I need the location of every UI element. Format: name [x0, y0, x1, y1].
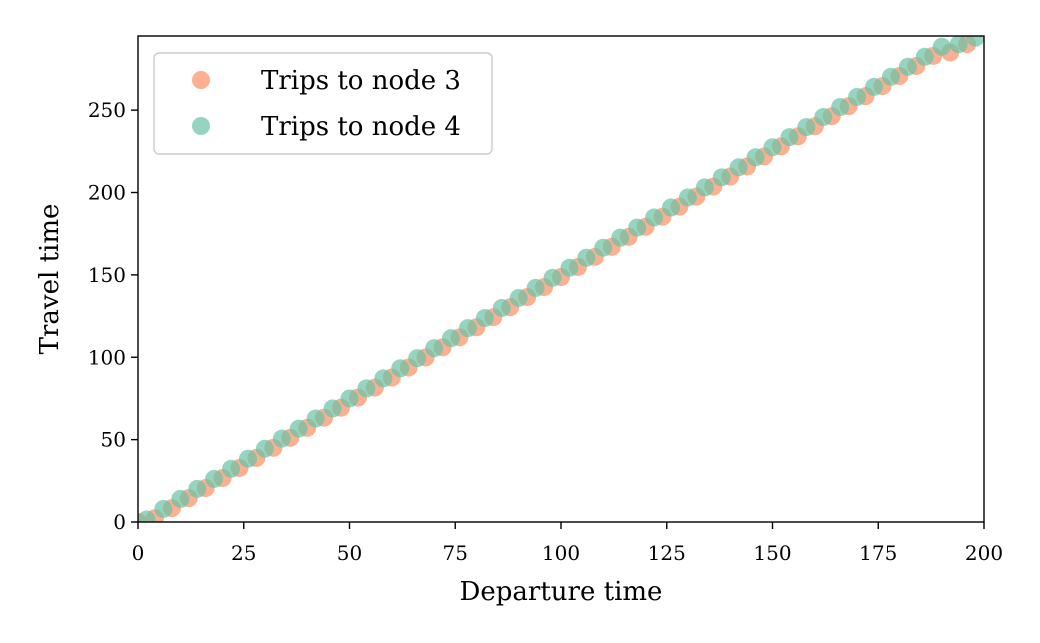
series-2-point	[611, 228, 630, 247]
x-tick-label: 175	[859, 541, 897, 565]
legend-frame	[153, 52, 493, 155]
y-tick-label: 0	[113, 510, 126, 534]
series-2-point	[171, 489, 190, 508]
series-2-point	[188, 479, 207, 498]
series-2-point	[509, 288, 528, 307]
x-tick-label: 200	[965, 541, 1003, 565]
series-2-point	[577, 248, 596, 267]
series-2-point	[915, 47, 934, 66]
series-2-point	[797, 118, 816, 137]
series-2-point	[340, 389, 359, 408]
series-2-point	[865, 77, 884, 96]
series-2-point	[238, 449, 257, 468]
series-2-point	[848, 87, 867, 106]
series-2-point	[628, 218, 647, 237]
series-2-point	[408, 349, 427, 368]
series-2-point	[458, 319, 477, 338]
legend-label-trips-to-node-3: Trips to node 3	[261, 66, 461, 96]
series-2-point	[442, 329, 461, 348]
x-tick-label: 100	[542, 541, 580, 565]
series-2-point	[645, 208, 664, 227]
legend-label-trips-to-node-4: Trips to node 4	[261, 112, 461, 142]
series-2-point	[678, 188, 697, 207]
series-2-point	[814, 108, 833, 127]
series-2-point	[898, 57, 917, 76]
series-2-point	[425, 339, 444, 358]
x-tick-label: 25	[231, 541, 256, 565]
series-2-point	[695, 178, 714, 197]
y-tick-label: 150	[88, 263, 126, 287]
series-2-point	[966, 36, 984, 47]
series-2-point	[932, 37, 951, 56]
series-2-point	[255, 439, 274, 458]
series-2-point	[881, 67, 900, 86]
x-tick-label: 50	[337, 541, 362, 565]
series-2-point	[526, 278, 545, 297]
series-2-point	[374, 369, 393, 388]
series-2-point	[729, 158, 748, 177]
series-2-point	[780, 128, 799, 147]
x-tick-label: 0	[132, 541, 145, 565]
x-axis: 0 25 50 75 100 125 150 175 200	[132, 522, 1003, 565]
series-2-point	[746, 148, 765, 167]
series-2-point	[306, 409, 325, 428]
x-tick-label: 75	[443, 541, 468, 565]
x-tick-label: 125	[648, 541, 686, 565]
series-2-point	[543, 268, 562, 287]
series-2-point	[138, 510, 156, 522]
series-2-point	[289, 419, 308, 438]
points-layer	[138, 36, 984, 522]
series-2-point	[391, 359, 410, 378]
series-2-point	[357, 379, 376, 398]
series-2-point	[205, 469, 224, 488]
legend-marker-trips-to-node-3	[192, 71, 210, 89]
series-2-point	[661, 198, 680, 217]
y-axis-label: Travel time	[35, 204, 65, 355]
series-2-point	[475, 309, 494, 328]
legend-marker-trips-to-node-4	[192, 117, 210, 135]
series-2-point	[272, 429, 291, 448]
series-2-point	[712, 168, 731, 187]
series-2-point	[154, 499, 173, 518]
y-tick-label: 200	[88, 181, 126, 205]
y-tick-label: 250	[88, 98, 126, 122]
series-2-point	[323, 399, 342, 418]
y-axis: 0 50 100 150 200 250	[88, 98, 138, 534]
y-tick-label: 50	[101, 428, 126, 452]
series-2-point	[492, 298, 511, 317]
series-2-point	[831, 98, 850, 117]
x-axis-label: Departure time	[460, 577, 663, 607]
legend: Trips to node 3 Trips to node 4	[153, 52, 493, 155]
series-2-point	[949, 36, 968, 54]
series-2-point	[222, 459, 241, 478]
series-2-point	[763, 138, 782, 157]
series-2-point	[560, 258, 579, 277]
series-2-point	[594, 238, 613, 257]
x-tick-label: 150	[753, 541, 791, 565]
y-tick-label: 100	[88, 345, 126, 369]
